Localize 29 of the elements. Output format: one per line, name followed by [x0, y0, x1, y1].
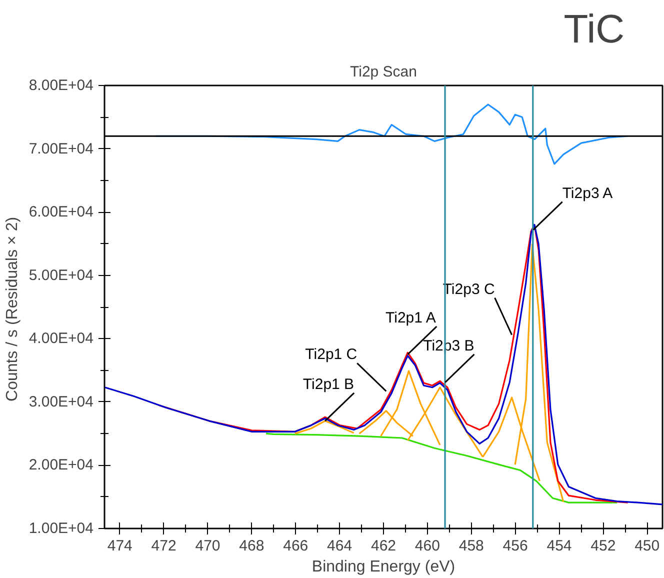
- y-tick-label: 7.00E+04: [28, 140, 94, 158]
- x-tick-label: 472: [151, 538, 176, 554]
- y-tick-label: 5.00E+04: [28, 266, 94, 284]
- annotation: Ti2p1 C: [305, 346, 358, 364]
- x-tick-label: 464: [327, 538, 352, 554]
- y-tick-label: 2.00E+04: [28, 456, 94, 474]
- y-tick-label: 4.00E+04: [28, 330, 94, 348]
- x-axis-title: Binding Energy (eV): [312, 558, 456, 576]
- y-tick-label: 1.00E+04: [28, 520, 94, 537]
- x-tick-label: 452: [590, 538, 616, 554]
- y-tick-label: 3.00E+04: [28, 393, 94, 410]
- x-tick-label: 456: [502, 538, 528, 554]
- x-tick-label: 454: [546, 538, 572, 554]
- x-tick-label: 458: [458, 538, 484, 554]
- x-tick-label: 450: [634, 538, 660, 554]
- x-tick-label: 474: [107, 538, 132, 554]
- annotation: Ti2p3 A: [562, 184, 613, 202]
- chart-title: Ti2p Scan: [350, 64, 417, 80]
- x-tick-label: 470: [195, 538, 220, 554]
- x-tick-label: 460: [414, 538, 440, 554]
- y-tick-label: 6.00E+04: [28, 204, 94, 221]
- text: TiC: [564, 8, 625, 52]
- x-tick-label: 468: [239, 538, 264, 554]
- y-axis-title: Counts / s (Residuals × 2): [4, 216, 21, 402]
- annotation: Ti2p1 A: [386, 309, 436, 326]
- x-tick-label: 466: [283, 538, 308, 554]
- x-tick-label: 462: [370, 538, 396, 554]
- y-tick-label: 8.00E+04: [28, 77, 94, 94]
- annotation: Ti2p1 B: [302, 376, 354, 393]
